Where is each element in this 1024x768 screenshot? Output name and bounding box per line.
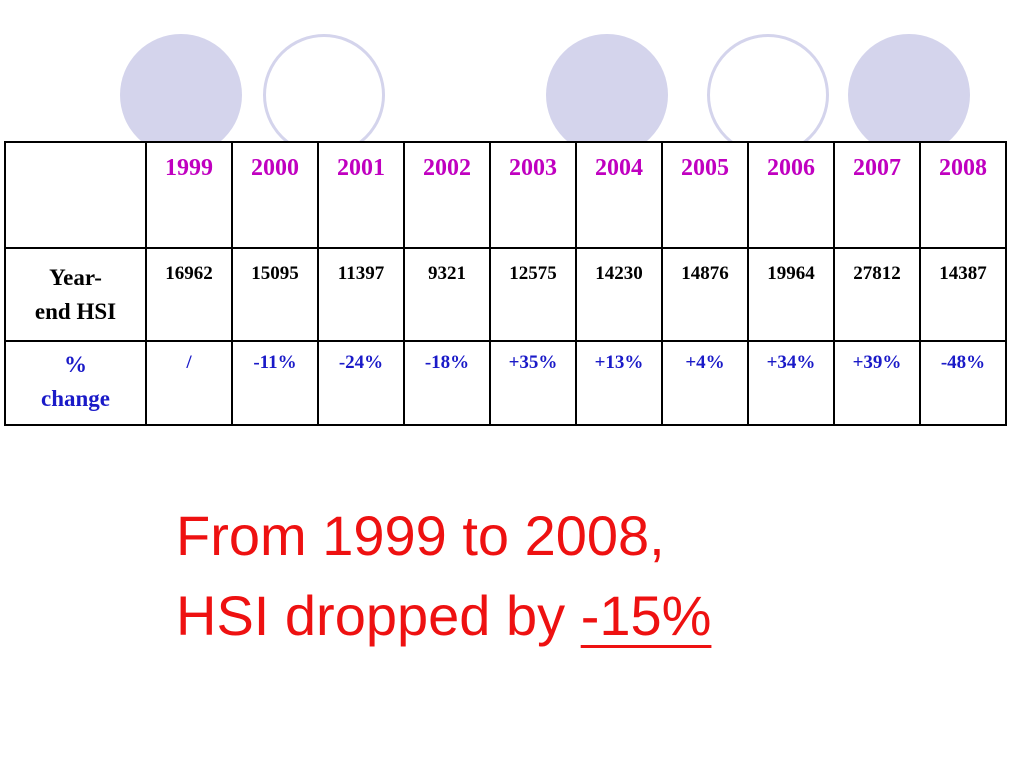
change-value-cell: +34% [747,340,835,426]
year-header-row: 1999 2000 2001 2002 2003 2004 2005 2006 … [4,141,1007,249]
summary-line2: HSI dropped by -15% [176,576,711,656]
hsi-table: 1999 2000 2001 2002 2003 2004 2005 2006 … [4,141,1007,426]
change-value-cell: -18% [403,340,491,426]
year-cell: 2000 [231,141,319,249]
decor-circle-outline-1 [263,34,385,156]
decor-circle-filled-3 [848,34,970,156]
hsi-value-cell: 14387 [919,247,1007,342]
change-label-line1: % [64,352,87,377]
summary-line1: From 1999 to 2008, [176,504,665,567]
hsi-value-cell: 14876 [661,247,749,342]
year-cell: 1999 [145,141,233,249]
hsi-row: Year- end HSI 16962 15095 11397 9321 125… [4,247,1007,342]
hsi-value-cell: 27812 [833,247,921,342]
change-value-cell: +13% [575,340,663,426]
year-cell: 2006 [747,141,835,249]
hsi-value-cell: 14230 [575,247,663,342]
change-row-label: % change [4,340,147,426]
year-cell: 2004 [575,141,663,249]
year-cell: 2005 [661,141,749,249]
summary-line2-prefix: HSI dropped by [176,584,581,647]
hsi-value-cell: 9321 [403,247,491,342]
change-label-line2: change [41,386,110,411]
change-value-cell: +35% [489,340,577,426]
hsi-value-cell: 12575 [489,247,577,342]
decor-circle-outline-2 [707,34,829,156]
change-row: % change / -11% -24% -18% +35% +13% +4% … [4,340,1007,426]
change-value-cell: +4% [661,340,749,426]
change-value-cell: / [145,340,233,426]
change-value-cell: -11% [231,340,319,426]
hsi-value-cell: 11397 [317,247,405,342]
year-cell: 2001 [317,141,405,249]
year-cell: 2007 [833,141,921,249]
decor-circle-filled-1 [120,34,242,156]
change-value-cell: -24% [317,340,405,426]
year-cell: 2003 [489,141,577,249]
empty-corner-cell [4,141,147,249]
hsi-value-cell: 15095 [231,247,319,342]
hsi-value-cell: 19964 [747,247,835,342]
change-value-cell: +39% [833,340,921,426]
decor-circle-filled-2 [546,34,668,156]
change-value-cell: -48% [919,340,1007,426]
year-cell: 2002 [403,141,491,249]
hsi-row-label: Year- end HSI [4,247,147,342]
summary-text: From 1999 to 2008, HSI dropped by -15% [176,496,711,656]
summary-percent: -15% [580,584,712,647]
hsi-label-line2: end HSI [34,299,117,324]
hsi-label-line1: Year- [49,265,102,290]
year-cell: 2008 [919,141,1007,249]
hsi-value-cell: 16962 [145,247,233,342]
